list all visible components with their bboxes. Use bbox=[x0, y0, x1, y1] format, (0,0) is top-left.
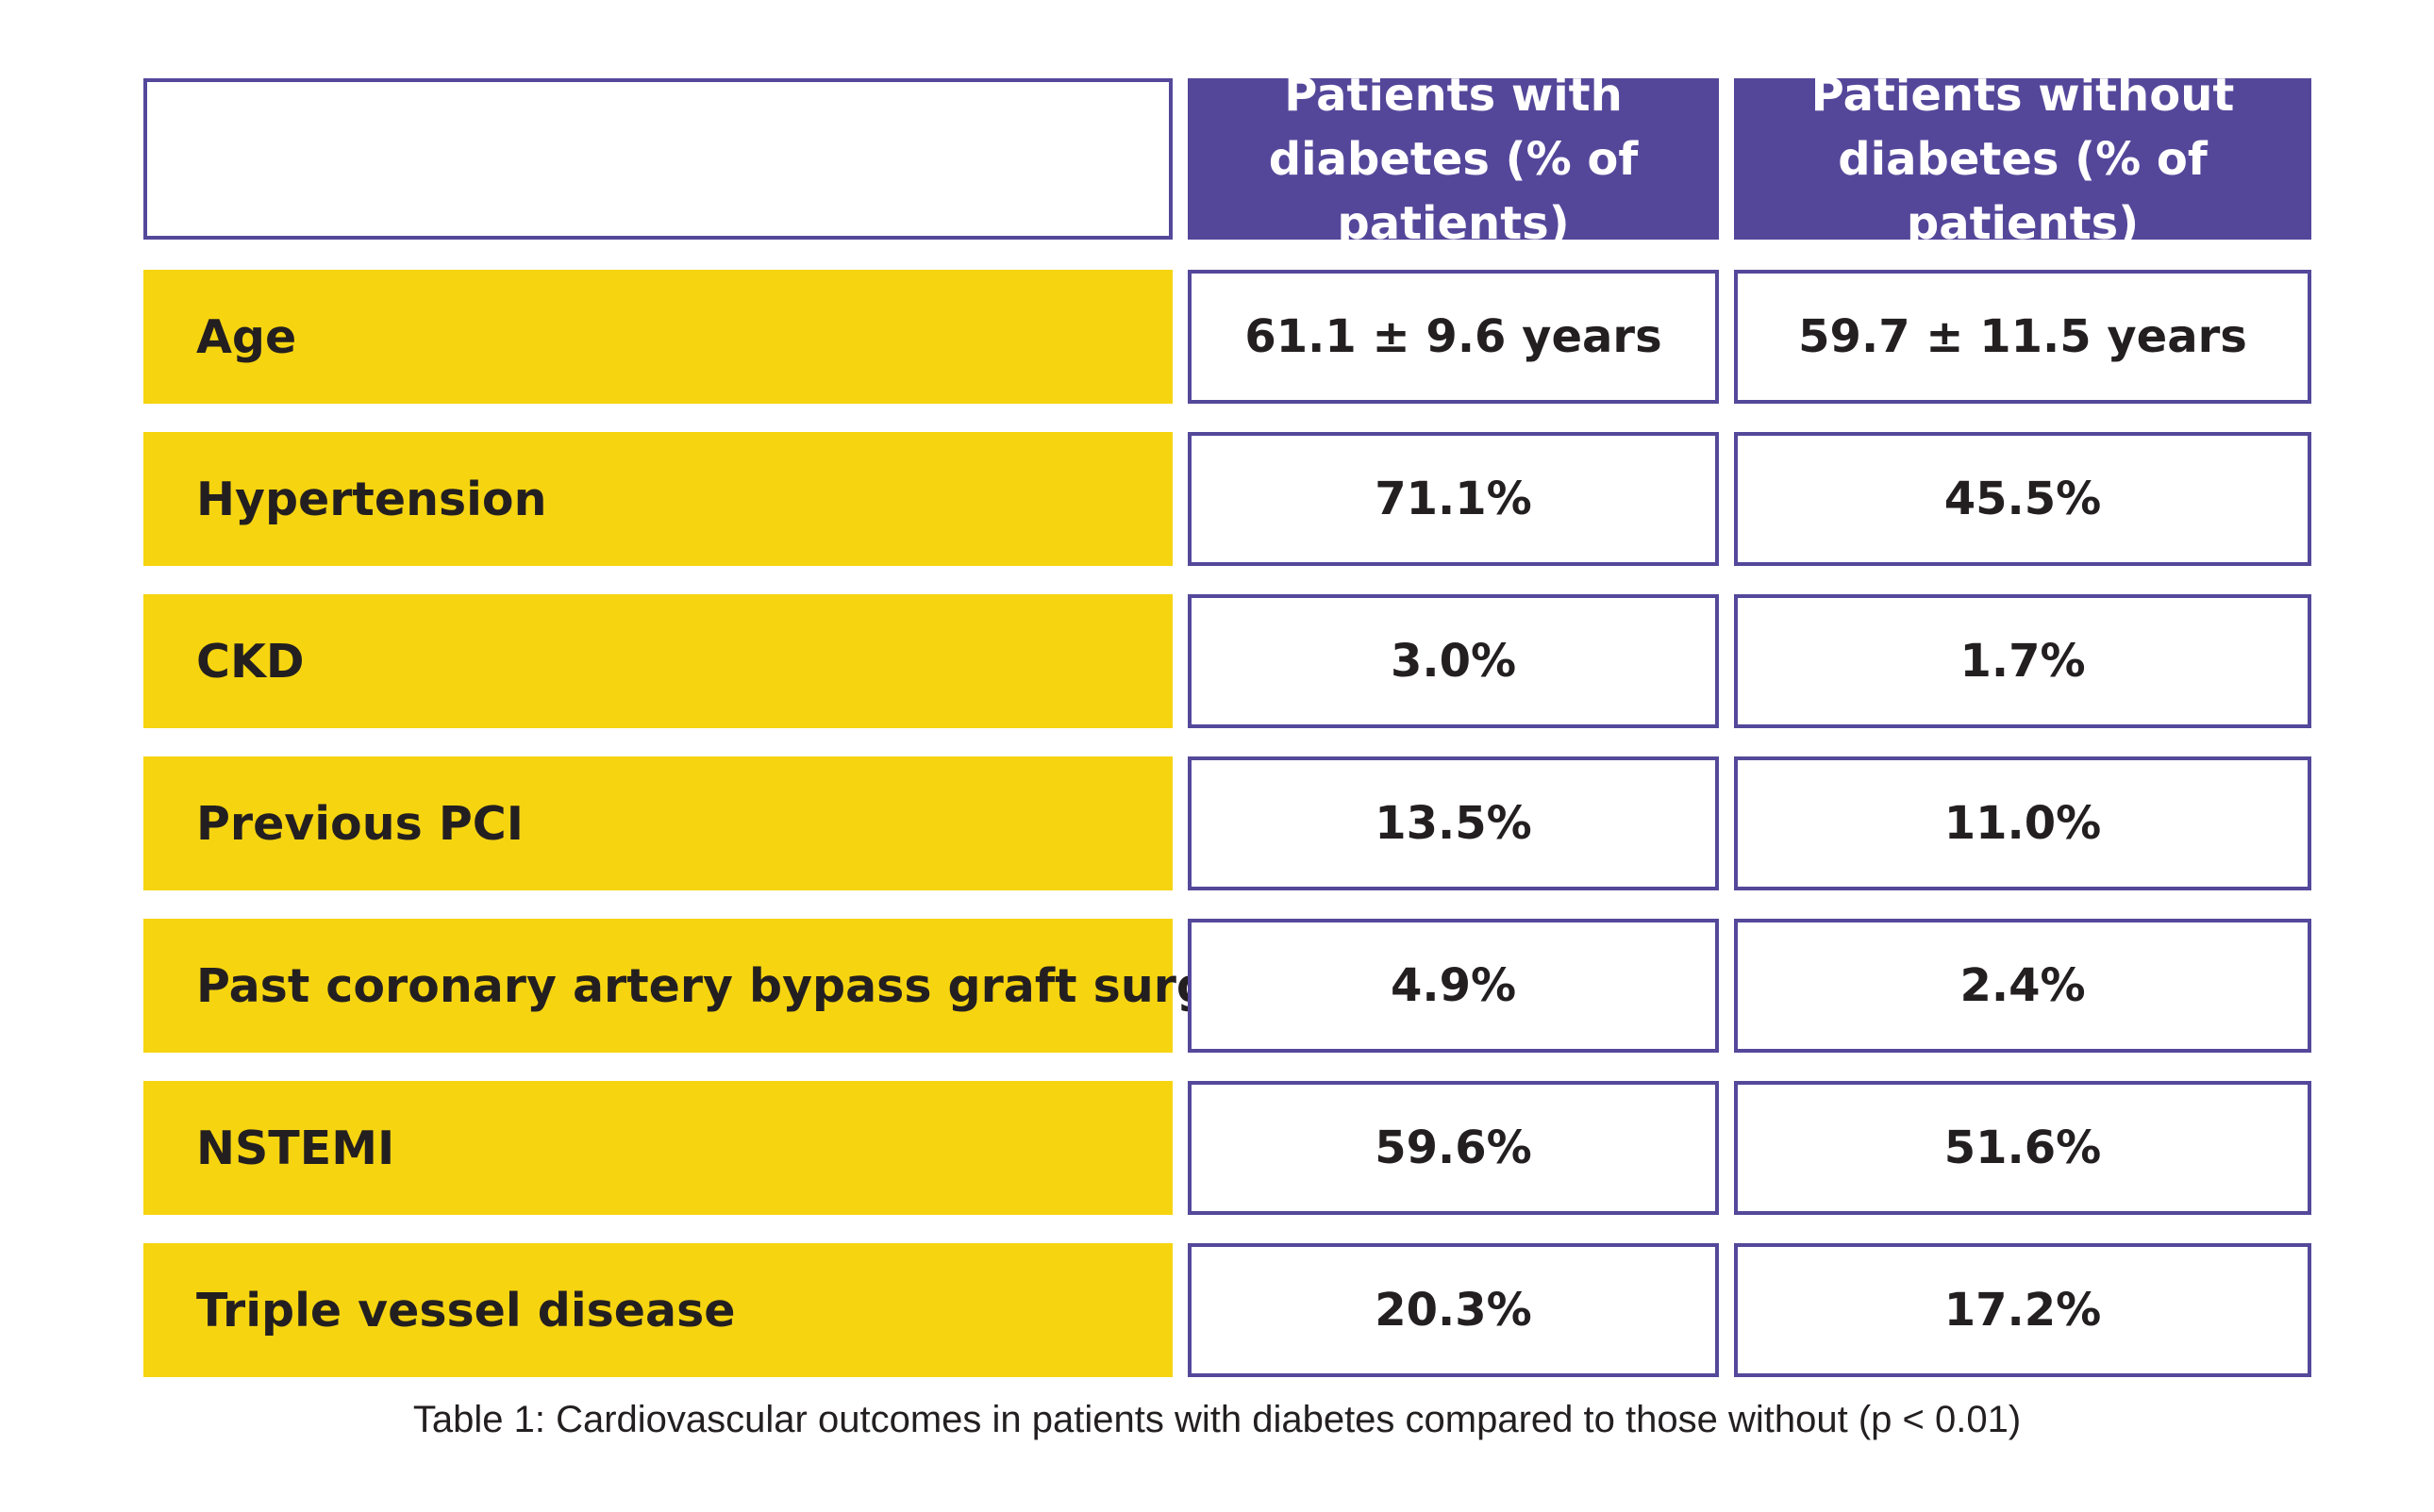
column-header-without-diabetes: Patients without diabetes (% of patients… bbox=[1734, 69, 2311, 250]
row-label: Hypertension bbox=[143, 432, 1173, 566]
table-caption: Table 1: Cardiovascular outcomes in pati… bbox=[412, 1399, 2022, 1440]
column-header-with-diabetes: Patients with diabetes (% of patients) bbox=[1188, 69, 1719, 250]
value-without-diabetes: 17.2% bbox=[1734, 1243, 2311, 1377]
value-without-diabetes: 59.7 ± 11.5 years bbox=[1734, 270, 2311, 404]
value-without-diabetes: 51.6% bbox=[1734, 1081, 2311, 1215]
header-corner-cell bbox=[143, 78, 1173, 240]
row-label: NSTEMI bbox=[143, 1081, 1173, 1215]
row-label: Age bbox=[143, 270, 1173, 404]
value-with-diabetes: 4.9% bbox=[1188, 919, 1719, 1053]
value-without-diabetes: 11.0% bbox=[1734, 756, 2311, 890]
value-with-diabetes: 71.1% bbox=[1188, 432, 1719, 566]
value-with-diabetes: 20.3% bbox=[1188, 1243, 1719, 1377]
value-without-diabetes: 1.7% bbox=[1734, 594, 2311, 728]
row-label: Triple vessel disease bbox=[143, 1243, 1173, 1377]
value-with-diabetes: 61.1 ± 9.6 years bbox=[1188, 270, 1719, 404]
value-with-diabetes: 59.6% bbox=[1188, 1081, 1719, 1215]
row-label: Previous PCI bbox=[143, 756, 1173, 890]
value-without-diabetes: 45.5% bbox=[1734, 432, 2311, 566]
value-with-diabetes: 3.0% bbox=[1188, 594, 1719, 728]
value-with-diabetes: 13.5% bbox=[1188, 756, 1719, 890]
row-label: Past coronary artery bypass graft surger… bbox=[143, 919, 1293, 1053]
value-without-diabetes: 2.4% bbox=[1734, 919, 2311, 1053]
row-label: CKD bbox=[143, 594, 1173, 728]
